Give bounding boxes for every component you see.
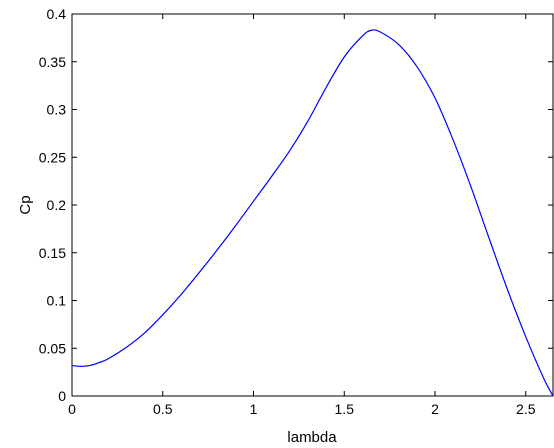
x-tick-label: 2.5 bbox=[516, 401, 536, 417]
y-tick-label: 0.25 bbox=[39, 149, 66, 165]
y-axis: 0 0.05 0.1 0.15 0.2 0.25 0.3 0.35 0.4 bbox=[39, 6, 553, 404]
y-tick-label: 0.05 bbox=[39, 340, 66, 356]
x-tick-label: 1.5 bbox=[335, 401, 355, 417]
cp-curve bbox=[71, 29, 554, 397]
y-tick-label: 0.4 bbox=[47, 6, 67, 22]
x-tick-label: 0.5 bbox=[153, 401, 173, 417]
y-tick-label: 0.15 bbox=[39, 245, 66, 261]
x-axis-label: lambda bbox=[287, 429, 337, 446]
y-tick-label: 0 bbox=[58, 388, 66, 404]
x-tick-label: 1 bbox=[250, 401, 258, 417]
series-layer bbox=[71, 29, 554, 397]
plot-area bbox=[71, 13, 554, 397]
y-tick-label: 0.35 bbox=[39, 54, 66, 70]
y-axis-label: Cp bbox=[17, 195, 34, 214]
x-tick-label: 2 bbox=[431, 401, 439, 417]
x-tick-label: 0 bbox=[68, 401, 76, 417]
y-tick-label: 0.1 bbox=[47, 293, 67, 309]
x-axis: 0 0.5 1 1.5 2 2.5 bbox=[68, 14, 536, 417]
y-tick-label: 0.3 bbox=[47, 102, 67, 118]
y-tick-label: 0.2 bbox=[47, 197, 67, 213]
